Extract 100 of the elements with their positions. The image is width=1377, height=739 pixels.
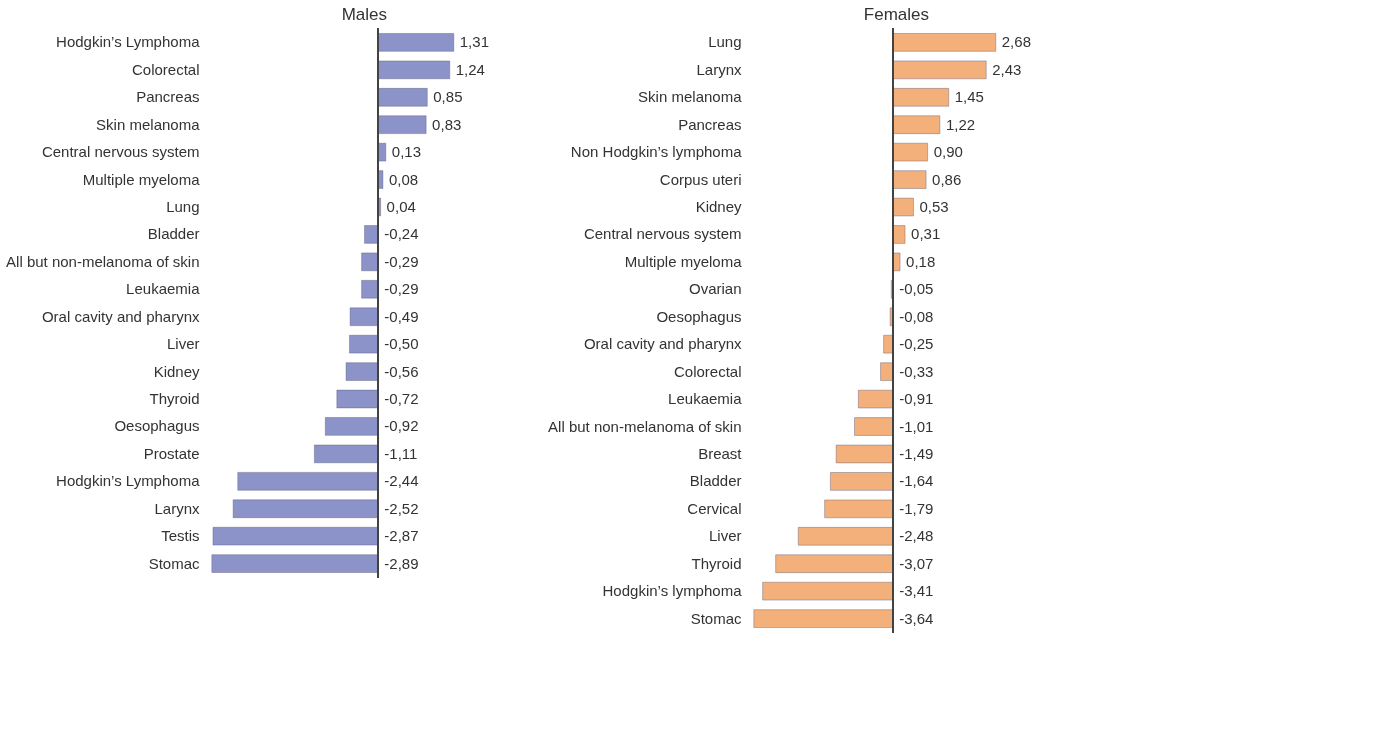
y-tick-label: Larynx (154, 499, 200, 517)
y-tick-label: Oesophagus (656, 307, 742, 325)
y-tick-label: Stomac (690, 609, 742, 627)
y-tick-label: Non Hodgkin’s lymphoma (570, 143, 743, 161)
data-label: 0,53 (919, 198, 949, 216)
y-tick-label: Skin melanoma (638, 88, 743, 106)
bar (775, 554, 894, 573)
data-label: -2,48 (899, 527, 934, 545)
data-label: -0,72 (384, 390, 419, 408)
bar (753, 609, 894, 628)
y-tick-label: Liver (708, 527, 742, 545)
y-tick-label: Multiple myeloma (82, 170, 201, 188)
y-tick-label: Kidney (153, 362, 200, 380)
data-label: 0,90 (933, 143, 963, 161)
y-tick-label: Leukaemia (126, 280, 201, 298)
y-tick-label: Pancreas (678, 115, 742, 133)
bar (824, 499, 894, 518)
bar (889, 307, 894, 326)
bar (892, 88, 949, 107)
bar (378, 88, 428, 107)
data-label: -1,49 (899, 444, 934, 462)
bar (361, 280, 379, 299)
y-tick-label: Oesophagus (114, 417, 200, 435)
data-label: -2,89 (384, 554, 419, 572)
y-tick-label: Bladder (147, 225, 200, 243)
bar (883, 335, 894, 354)
data-label: -1,01 (899, 417, 934, 435)
data-label: 0,18 (906, 252, 936, 270)
y-tick-label: Prostate (143, 444, 200, 462)
data-label: 1,22 (945, 115, 976, 133)
y-tick-label: Oral cavity and pharynx (583, 335, 742, 353)
bar (892, 60, 987, 79)
bar (835, 444, 894, 464)
bar (762, 582, 894, 601)
data-label: -3,41 (899, 582, 934, 600)
y-tick-label: Testis (161, 527, 200, 545)
bar (336, 389, 379, 409)
y-tick-label: Colorectal (673, 362, 742, 380)
y-tick-label: Hodgkin’s lymphoma (602, 582, 743, 600)
y-tick-label: Bladder (689, 472, 742, 490)
y-tick-label: Corpus uteri (659, 170, 742, 188)
data-label: 0,08 (388, 170, 419, 188)
bar (211, 554, 379, 573)
bar (892, 225, 906, 244)
data-label: -0,29 (384, 280, 419, 298)
data-label: 0,85 (433, 88, 463, 106)
bar (212, 527, 379, 546)
data-label: -3,64 (899, 609, 934, 627)
bar (892, 143, 928, 162)
chart-title: Females (863, 4, 929, 24)
y-tick-label: Stomac (148, 554, 200, 572)
y-tick-label: Oral cavity and pharynx (41, 307, 200, 325)
bar (892, 197, 914, 217)
y-tick-label: Colorectal (131, 60, 200, 78)
bar (378, 170, 384, 189)
data-label: -0,08 (899, 307, 934, 325)
bar (854, 417, 894, 436)
data-label: -0,56 (384, 362, 419, 380)
y-tick-label: Thyroid (149, 390, 200, 408)
y-tick-label: Skin melanoma (96, 115, 201, 133)
bar (892, 33, 996, 52)
data-label: -1,79 (899, 499, 934, 517)
bar (830, 472, 894, 491)
data-label: 0,86 (932, 170, 962, 188)
y-tick-label: Lung (708, 33, 742, 51)
bar (798, 527, 894, 546)
data-label: 1,24 (455, 60, 485, 78)
data-label: 1,31 (459, 33, 489, 51)
y-tick-label: Multiple myeloma (624, 252, 743, 270)
bar (232, 499, 379, 518)
bar (349, 335, 379, 354)
y-tick-label: Lung (166, 197, 200, 215)
data-label: 0,31 (911, 225, 941, 243)
data-label: -1,11 (384, 444, 418, 462)
data-label: 1,45 (954, 88, 984, 106)
y-tick-label: Breast (698, 444, 743, 462)
y-tick-label: Liver (166, 335, 200, 353)
data-label: -0,29 (384, 252, 419, 270)
data-label: 2,43 (992, 60, 1022, 78)
y-tick-label: Ovarian (688, 280, 742, 298)
y-tick-label: Thyroid (691, 554, 742, 572)
bar (880, 362, 894, 381)
bar (237, 472, 379, 491)
y-tick-label: Kidney (695, 198, 742, 216)
bar (349, 307, 379, 326)
data-label: -0,92 (384, 417, 419, 435)
chart-title: Males (341, 4, 387, 24)
bar (858, 389, 894, 409)
data-label: -0,24 (384, 225, 419, 243)
y-tick-label: Pancreas (136, 88, 200, 106)
bar (364, 225, 379, 244)
bar (892, 252, 901, 272)
data-label: 0,04 (386, 197, 416, 215)
y-tick-label: All but non-melanoma of skin (548, 417, 742, 435)
y-tick-label: Central nervous system (41, 143, 200, 161)
data-label: 0,13 (391, 143, 421, 161)
data-label: -3,07 (899, 554, 934, 572)
data-label: -0,33 (899, 362, 934, 380)
data-label: -0,91 (899, 390, 934, 408)
y-tick-label: Central nervous system (583, 225, 742, 243)
